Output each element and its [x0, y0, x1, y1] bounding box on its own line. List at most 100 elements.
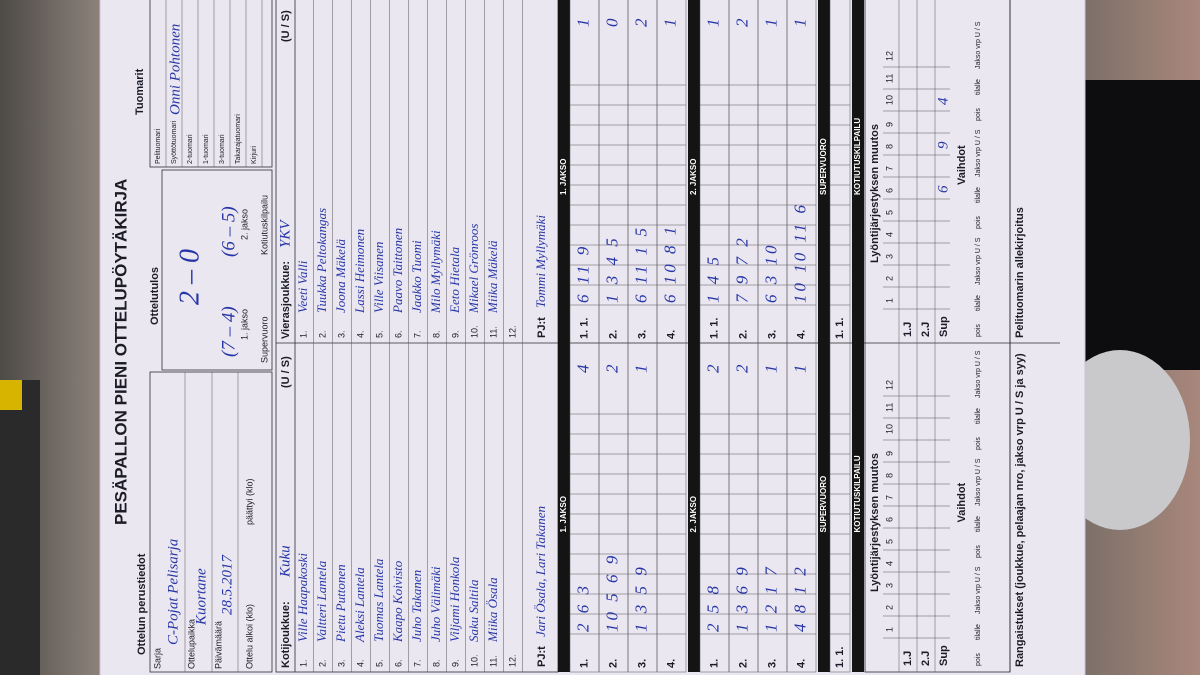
subs-column: Jakso vrp U / S [975, 129, 982, 177]
subs-column: tilalle [975, 624, 982, 640]
player-no: 2. [317, 330, 327, 338]
player-no: 9. [450, 659, 460, 667]
batting-order: 6 11 1 5 [631, 225, 650, 303]
row-no: 2. [607, 659, 619, 668]
inning-label: 1. JAKSO [559, 159, 568, 195]
row-no: 3. [636, 330, 648, 339]
info-box [149, 371, 273, 673]
coach-name: Jari Ösala, Lari Takanen [533, 506, 548, 637]
inning-band [688, 343, 700, 672]
runs: 1 [703, 19, 722, 28]
lineup-number: 2 [884, 605, 894, 610]
row-no: 1. [708, 659, 720, 668]
player-name: Lassi Heimonen [352, 229, 367, 314]
subs-column: tilalle [975, 408, 982, 424]
batting-order: 1 3 6 9 [732, 564, 751, 632]
paper [99, 0, 1086, 675]
venue-value: Kuortane [193, 568, 209, 626]
player-no: 9. [450, 330, 460, 338]
player-no: 10. [469, 325, 479, 338]
player-no: 4. [355, 330, 365, 338]
subs-column: Jakso vrp U / S [975, 566, 982, 614]
runs: 0 [602, 18, 621, 27]
footer-label: Rangaistukset (joukkue, pelaajan nro, ja… [1014, 353, 1026, 667]
lineup-number: 3 [884, 254, 894, 259]
runs: 2 [703, 364, 722, 373]
result-box [161, 169, 273, 371]
date-value: 28.5.2017 [219, 554, 235, 616]
batting-order: 1 3 5 9 [631, 564, 650, 632]
lineup-number: 6 [884, 188, 894, 193]
player-name: Tuomas Lantela [371, 558, 386, 642]
subs-column: Jakso vrp U / S [975, 237, 982, 285]
player-name: Eeto Hietala [447, 246, 462, 314]
runs: 1 [573, 19, 592, 28]
subs-column: pois [975, 653, 982, 666]
period-label: Supervuoro [259, 316, 269, 363]
row-no: 4. [665, 659, 677, 668]
inning-band [688, 0, 700, 343]
player-name: Ville Viisanen [371, 242, 386, 313]
inning-label: 1. JAKSO [559, 496, 568, 532]
result-heading: Ottelutulos [149, 267, 161, 325]
runs: 2 [602, 364, 621, 373]
batting-order: 4 8 1 2 [790, 564, 809, 632]
yellow-strip [0, 380, 22, 410]
row-no: 1. [578, 659, 590, 668]
dark-object [0, 380, 40, 675]
subs-column: pois [975, 437, 982, 450]
player-name: Pietu Puttonen [333, 564, 348, 643]
player-no: 5. [374, 659, 384, 667]
runs: 1 [790, 365, 809, 374]
player-no: 8. [431, 330, 441, 338]
subs-column: Jakso vrp U / S [975, 21, 982, 69]
batting-order: 10 10 11 6 [790, 202, 809, 303]
inning-label: 2. JAKSO [689, 159, 698, 195]
runs: 2 [732, 364, 751, 373]
lineup-number: 4 [884, 232, 894, 237]
subs-column: tilalle [975, 295, 982, 311]
subs-heading: Vaihdot [956, 482, 968, 522]
grid-row [786, 0, 817, 344]
field-label: Päivämäärä [213, 621, 223, 669]
coach-label: PJ:t [536, 317, 548, 338]
player-no: 11. [488, 655, 498, 667]
lineup-number: 2 [884, 276, 894, 281]
referee-box [149, 0, 273, 168]
player-no: 8. [431, 659, 441, 667]
referee-role: Takarajatuomari [235, 114, 242, 164]
player-name: Veeti Valli [295, 260, 310, 313]
player-no: 1. [298, 659, 308, 667]
row-no: 2. [737, 330, 749, 339]
inning-label: KOTIUTUSKILPAILU [853, 118, 862, 195]
row-no: 1. 1. [708, 318, 720, 339]
lineup-number: 7 [884, 166, 894, 171]
period-label: 1. jakso [239, 309, 249, 340]
referee-heading: Tuomarit [134, 68, 146, 115]
team-label: Vierasjoukkue: [280, 261, 292, 339]
subs-column: Jakso vrp U / S [975, 350, 982, 398]
player-name: Mikael Grönroos [466, 224, 481, 314]
runs: 1 [660, 19, 679, 28]
period-label: Kotiutuskilpailu [259, 195, 269, 255]
dark-object [1085, 80, 1200, 370]
row-no: 2. [607, 330, 619, 339]
player-name: Paavo Taittonen [390, 228, 405, 314]
player-name: Valtteri Lantela [314, 560, 329, 642]
player-no: 12. [507, 654, 517, 667]
lineup-heading: Lyöntijärjestyksen muutos [869, 453, 881, 592]
player-name: Juho Takanen [409, 570, 424, 642]
final-score: 2 – 0 [174, 249, 205, 305]
player-no: 6. [393, 659, 403, 667]
batting-order: 6 3 10 [761, 243, 780, 304]
player-no: 12. [507, 325, 517, 338]
subs-column: Jakso vrp U / S [975, 458, 982, 506]
team-name: Kuku [277, 545, 293, 578]
row-no: 2. [737, 659, 749, 668]
batting-order: 10 5 6 9 [602, 553, 621, 632]
subs-column: tilalle [975, 516, 982, 532]
inning-band [558, 343, 570, 672]
referee-role: 3-tuomari [219, 134, 226, 164]
sup-entry: 6 [935, 185, 951, 193]
